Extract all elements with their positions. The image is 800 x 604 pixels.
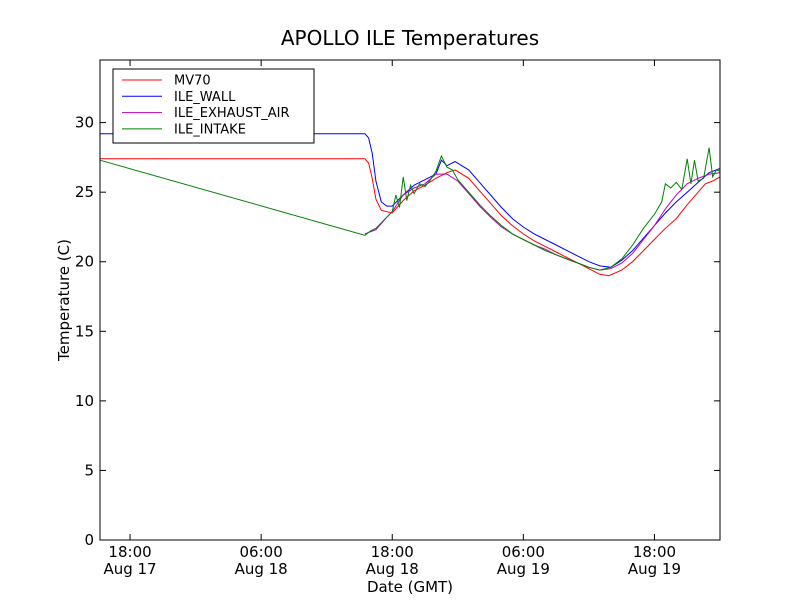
plot-frame xyxy=(99,59,721,541)
legend-label: MV70 xyxy=(174,74,211,89)
y-tick-label: 10 xyxy=(75,392,94,410)
legend-box xyxy=(112,68,315,144)
y-axis-label: Temperature (C) xyxy=(55,239,73,362)
legend-label: ILE_EXHAUST_AIR xyxy=(174,106,290,121)
x-tick-label-date: Aug 18 xyxy=(235,560,288,578)
y-tick-label: 25 xyxy=(75,183,94,201)
chart-title: APOLLO ILE Temperatures xyxy=(281,26,539,50)
x-axis-label: Date (GMT) xyxy=(367,578,453,596)
x-tick-label-date: Aug 17 xyxy=(103,560,156,578)
x-tick-label-date: Aug 19 xyxy=(497,560,550,578)
series-line-mv70 xyxy=(100,158,721,277)
x-tick-label-time: 06:00 xyxy=(240,543,283,561)
series-layer xyxy=(99,133,721,277)
x-tick-label-date: Aug 18 xyxy=(366,560,419,578)
x-tick-label-time: 06:00 xyxy=(502,543,545,561)
y-tick-label: 30 xyxy=(75,114,94,132)
y-tick-label: 20 xyxy=(75,253,94,271)
y-tick-label: 15 xyxy=(75,322,94,340)
x-tick-label-date: Aug 19 xyxy=(628,560,681,578)
x-tick-label-time: 18:00 xyxy=(633,543,676,561)
y-tick-label: 0 xyxy=(84,531,94,549)
series-line-ile-intake xyxy=(99,147,721,271)
x-tick-label-time: 18:00 xyxy=(108,543,151,561)
legend-label: ILE_WALL xyxy=(174,90,236,105)
x-tick-label-time: 18:00 xyxy=(371,543,414,561)
legend-label: ILE_INTAKE xyxy=(174,122,246,137)
y-tick-label: 5 xyxy=(84,461,94,479)
series-line-ile-exhaust-air xyxy=(364,172,721,271)
